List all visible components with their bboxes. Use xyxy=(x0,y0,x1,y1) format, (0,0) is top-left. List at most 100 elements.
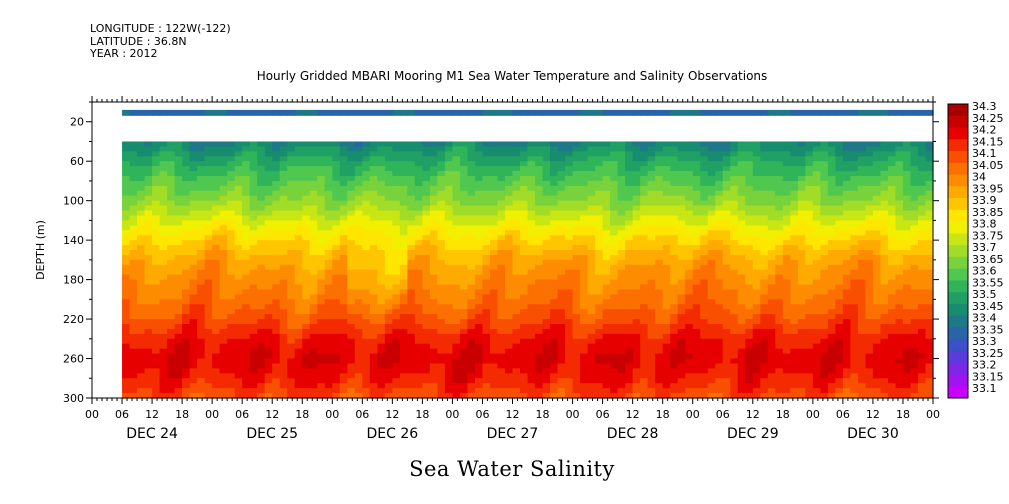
heatmap-cell xyxy=(595,319,604,325)
heatmap-cell xyxy=(550,279,559,286)
heatmap-cell xyxy=(257,195,266,202)
heatmap-cell xyxy=(572,190,581,197)
heatmap-cell xyxy=(377,161,386,167)
heatmap-cell xyxy=(595,220,604,226)
heatmap-cell xyxy=(362,324,371,330)
heatmap-cell xyxy=(414,141,423,147)
heatmap-cell xyxy=(129,279,138,286)
heatmap-cell xyxy=(227,109,236,116)
heatmap-cell xyxy=(219,230,228,236)
heatmap-cell xyxy=(414,161,423,167)
heatmap-cell xyxy=(512,220,521,226)
heatmap-cell xyxy=(189,284,198,291)
heatmap-cell xyxy=(467,210,476,217)
heatmap-cell xyxy=(595,205,604,212)
heatmap-cell xyxy=(767,299,776,305)
heatmap-cell xyxy=(159,156,168,162)
heatmap-cell xyxy=(707,166,716,172)
heatmap-cell xyxy=(174,304,183,310)
heatmap-cell xyxy=(595,245,604,251)
heatmap-cell xyxy=(234,225,243,231)
heatmap-cell xyxy=(272,235,281,241)
heatmap-cell xyxy=(339,254,348,261)
heatmap-cell xyxy=(820,274,829,281)
heatmap-cell xyxy=(587,220,596,226)
heatmap-cell xyxy=(159,161,168,167)
heatmap-cell xyxy=(542,254,551,261)
heatmap-cell xyxy=(264,309,273,315)
heatmap-cell xyxy=(797,245,806,251)
heatmap-cell xyxy=(595,383,604,389)
heatmap-cell xyxy=(625,245,634,251)
heatmap-cell xyxy=(587,393,596,399)
heatmap-cell xyxy=(279,161,288,167)
heatmap-cell xyxy=(617,328,626,335)
heatmap-cell xyxy=(377,230,386,236)
heatmap-cell xyxy=(474,284,484,291)
heatmap-cell xyxy=(152,388,161,394)
heatmap-cell xyxy=(159,348,168,355)
heatmap-cell xyxy=(730,363,739,369)
heatmap-cell xyxy=(407,195,416,202)
heatmap-cell xyxy=(354,328,363,335)
heatmap-cell xyxy=(790,151,799,157)
heatmap-cell xyxy=(602,171,611,177)
heatmap-cell xyxy=(610,289,619,295)
heatmap-cell xyxy=(444,200,454,207)
heatmap-cell xyxy=(347,299,356,305)
heatmap-cell xyxy=(715,269,724,276)
heatmap-cell xyxy=(692,220,701,226)
heatmap-cell xyxy=(602,338,611,345)
heatmap-cell xyxy=(602,235,611,241)
heatmap-cell xyxy=(632,269,641,276)
heatmap-cell xyxy=(617,254,626,261)
heatmap-cell xyxy=(685,180,694,187)
heatmap-cell xyxy=(467,279,476,286)
heatmap-cell xyxy=(692,284,701,291)
heatmap-cell xyxy=(489,250,499,256)
heatmap-cell xyxy=(745,294,754,300)
heatmap-cell xyxy=(527,200,536,207)
heatmap-cell xyxy=(309,235,318,241)
heatmap-cell xyxy=(377,245,386,251)
heatmap-cell xyxy=(429,250,439,256)
heatmap-cell xyxy=(512,180,521,187)
heatmap-cell xyxy=(700,269,709,276)
heatmap-cell xyxy=(294,200,303,207)
heatmap-cell xyxy=(474,195,484,202)
heatmap-cell xyxy=(820,250,829,256)
heatmap-cell xyxy=(767,304,776,310)
heatmap-cell xyxy=(595,156,604,162)
heatmap-cell xyxy=(144,338,153,345)
heatmap-cell xyxy=(467,289,476,295)
heatmap-cell xyxy=(707,383,716,389)
heatmap-cell xyxy=(504,289,514,295)
heatmap-cell xyxy=(257,324,266,330)
heatmap-cell xyxy=(317,274,326,281)
heatmap-cell xyxy=(152,141,161,147)
heatmap-cell xyxy=(294,230,303,236)
heatmap-cell xyxy=(542,245,551,251)
heatmap-cell xyxy=(309,388,318,394)
heatmap-cell xyxy=(587,309,596,315)
heatmap-cell xyxy=(384,240,393,246)
heatmap-cell xyxy=(392,171,401,177)
heatmap-cell xyxy=(242,304,251,310)
heatmap-cell xyxy=(647,220,656,226)
heatmap-cell xyxy=(264,269,273,276)
heatmap-cell xyxy=(572,200,581,207)
heatmap-cell xyxy=(542,176,551,182)
heatmap-cell xyxy=(767,328,776,335)
heatmap-cell xyxy=(212,156,221,162)
heatmap-cell xyxy=(782,200,791,207)
heatmap-cell xyxy=(782,171,791,177)
heatmap-cell xyxy=(414,235,423,241)
heatmap-cell xyxy=(557,254,566,261)
heatmap-cell xyxy=(730,373,739,379)
heatmap-cell xyxy=(467,393,476,399)
heatmap-cell xyxy=(467,215,476,221)
heatmap-cell xyxy=(632,230,641,236)
heatmap-cell xyxy=(437,176,446,182)
heatmap-cell xyxy=(670,368,679,374)
heatmap-cell xyxy=(339,269,348,276)
